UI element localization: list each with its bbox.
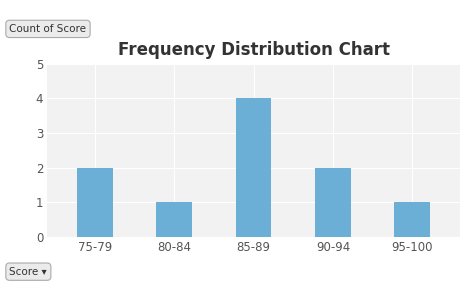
- Title: Frequency Distribution Chart: Frequency Distribution Chart: [118, 41, 390, 59]
- Bar: [236, 98, 272, 237]
- Text: Count of Score: Count of Score: [9, 24, 86, 34]
- Bar: [315, 168, 351, 237]
- Text: Score ▾: Score ▾: [9, 267, 47, 277]
- Bar: [77, 168, 113, 237]
- Bar: [394, 202, 430, 237]
- Bar: [156, 202, 192, 237]
